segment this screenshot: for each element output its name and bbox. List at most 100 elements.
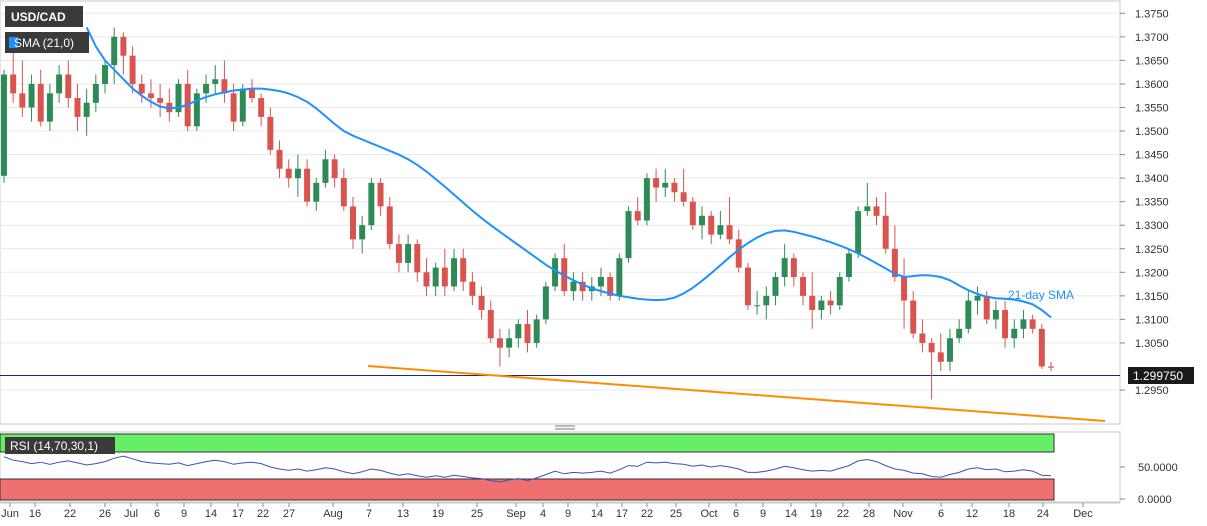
date-tick-label: 25 (670, 508, 682, 520)
candle-up (533, 319, 540, 343)
candle-up (102, 65, 109, 84)
candle-down (809, 295, 816, 310)
candle-up (597, 277, 604, 287)
candle-up (56, 74, 63, 94)
candle-down (248, 88, 255, 99)
candle-down (1048, 366, 1054, 368)
candle-up (1011, 328, 1018, 339)
date-tick-label: Nov (893, 508, 913, 520)
candle-up (1, 74, 7, 176)
date-tick-label: Sep (506, 508, 526, 520)
sma-label-bg (5, 32, 89, 53)
candle-down (901, 277, 908, 301)
date-tick-label: Jun (1, 508, 19, 520)
candle-down (1038, 328, 1045, 367)
price-tick-label: 1.3550 (1135, 102, 1169, 114)
candle-up (781, 258, 788, 278)
support-trend-line (367, 365, 1106, 422)
candle-down (496, 338, 503, 348)
date-tick-label: 27 (283, 508, 295, 520)
candle-down (1029, 319, 1036, 329)
date-tick-label: 14 (785, 508, 797, 520)
date-tick-label: 18 (1003, 508, 1015, 520)
rsi-oversold-zone (0, 478, 1055, 501)
rsi-tick-label: 50.0000 (1138, 462, 1178, 474)
candle-up (203, 83, 210, 94)
date-tick-label: 19 (810, 508, 822, 520)
date-tick-label: 17 (232, 508, 244, 520)
candle-down (790, 258, 797, 278)
candle-down (487, 309, 494, 339)
price-tick-label: 1.3400 (1135, 173, 1169, 185)
candle-down (258, 98, 265, 117)
candle-down (120, 36, 127, 56)
candle-down (157, 98, 164, 103)
candle-down (304, 168, 311, 202)
candle-down (386, 206, 393, 245)
date-tick-label: 14 (591, 508, 603, 520)
candle-up (46, 93, 53, 122)
candle-down (689, 201, 696, 226)
date-tick-label: 25 (471, 508, 483, 520)
price-tick-label: 1.3150 (1135, 291, 1169, 303)
candle-up (451, 258, 458, 287)
date-tick-label: 17 (616, 508, 628, 520)
date-tick-label: 13 (397, 508, 409, 520)
date-tick-label: 7 (366, 508, 372, 520)
date-tick-label: 22 (641, 508, 653, 520)
candle-up (83, 102, 90, 117)
candle-up (643, 178, 650, 221)
candle-down (653, 178, 660, 188)
candle-up (965, 300, 972, 329)
date-axis: Jun 16 22 26 Jul 6 9 14 17 22 27 Aug 7 13 19 25 Sep 4 9 14 1… (0, 502, 1120, 520)
price-tick-label: 1.2950 (1135, 385, 1169, 397)
candle-down (744, 267, 751, 306)
candle-down (983, 295, 990, 320)
candle-up (946, 338, 953, 362)
rsi-overbought-zone (0, 433, 1055, 453)
date-tick-label: 12 (966, 508, 978, 520)
date-tick-label: 6 (154, 508, 160, 520)
rsi-tick-label: 0.0000 (1138, 494, 1172, 506)
candle-down (579, 281, 586, 292)
candle-up (836, 277, 843, 306)
price-tick-label: 1.3450 (1135, 150, 1169, 162)
price-tick-label: 1.3350 (1135, 197, 1169, 209)
candle-up (754, 305, 761, 307)
candle-up (92, 83, 99, 103)
price-tick-label: 1.3750 (1135, 8, 1169, 20)
candle-down (708, 215, 715, 235)
candle-up (662, 182, 669, 188)
date-tick-label: Oct (700, 508, 717, 520)
date-tick-label: Jul (124, 508, 138, 520)
candle-down (331, 159, 338, 179)
date-tick-label: 14 (205, 508, 217, 520)
candle-up (175, 83, 182, 113)
symbol-label: USD/CAD (11, 10, 66, 24)
candle-up (818, 300, 825, 310)
candle-down (129, 55, 136, 84)
candle-down (524, 324, 531, 343)
candle-down (377, 182, 384, 207)
candle-down (919, 333, 926, 343)
date-tick-label: 24 (1037, 508, 1049, 520)
price-axis: 1.3750 1.3700 1.3650 1.3600 1.3550 1.3500 1.34… (1120, 8, 1169, 397)
candle-down (221, 79, 228, 94)
sma-annotation: 21-day SMA (1008, 288, 1074, 302)
candle-down (74, 98, 81, 117)
candle-up (193, 93, 200, 127)
rsi-label: RSI (14,70,30,1) (10, 439, 98, 453)
candle-down (873, 206, 880, 216)
candle-up (28, 83, 35, 108)
candle-down (680, 192, 687, 202)
symbol-label-bg (5, 6, 83, 27)
candle-down (460, 258, 467, 282)
candle-up (239, 88, 246, 122)
rsi-axis: 50.0000 0.0000 (1120, 462, 1178, 506)
date-tick-label: 6 (938, 508, 944, 520)
candle-up (359, 225, 366, 240)
date-tick-label: 9 (181, 508, 187, 520)
price-tick-label: 1.3600 (1135, 79, 1169, 91)
date-tick-label: 28 (863, 508, 875, 520)
